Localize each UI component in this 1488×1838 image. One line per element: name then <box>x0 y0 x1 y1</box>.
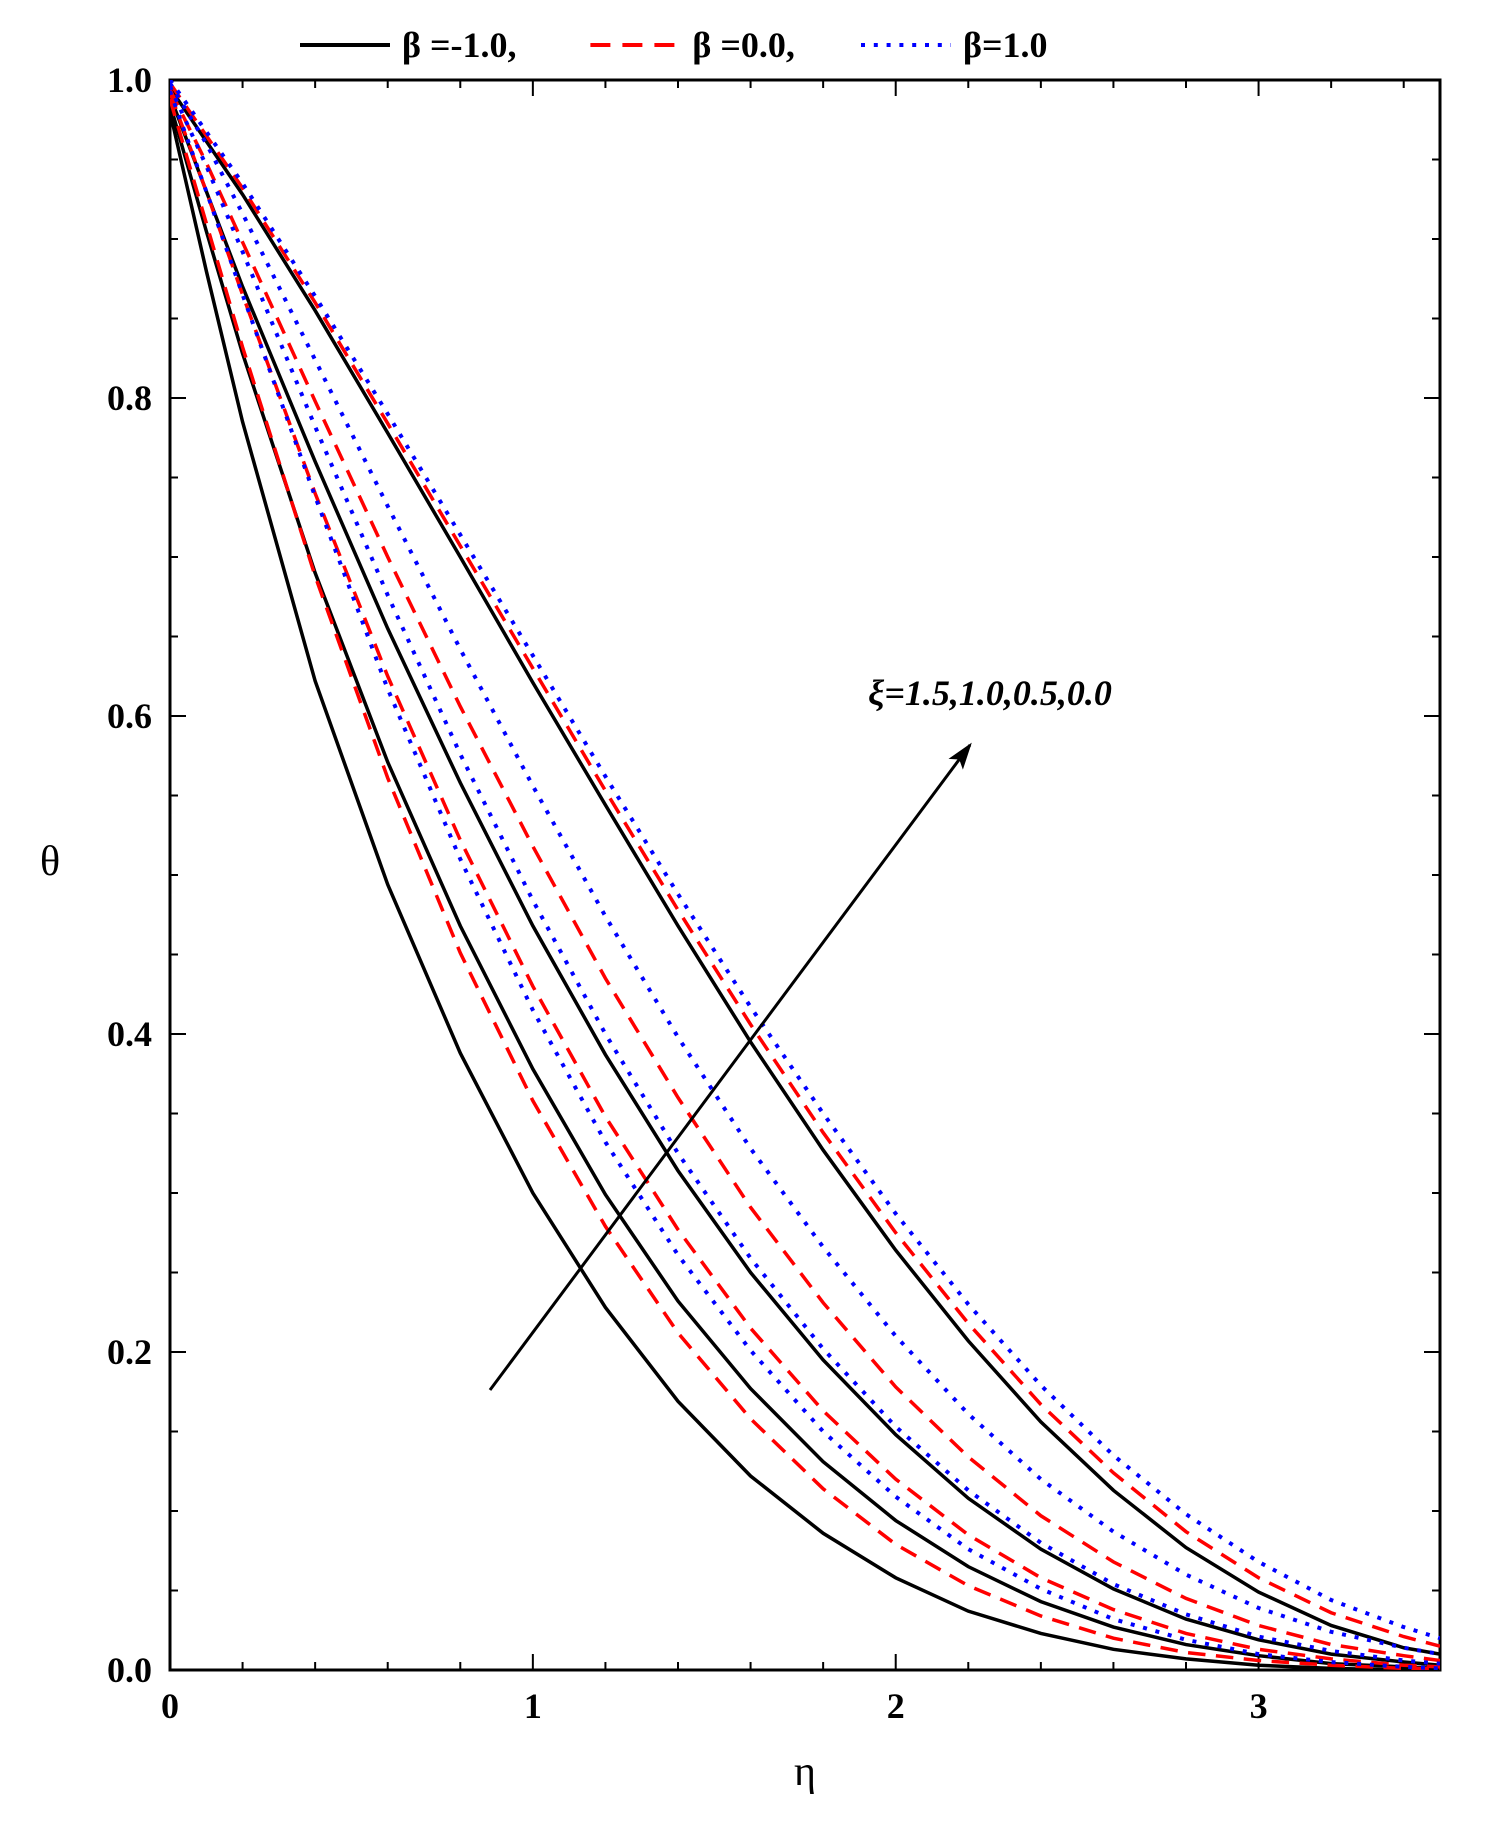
y-axis-label: θ <box>40 839 60 885</box>
series-line <box>170 112 1440 1670</box>
legend-label: β =-1.0, <box>402 25 516 65</box>
series-line <box>170 99 1440 1668</box>
x-tick-label: 0 <box>161 1686 179 1726</box>
series-line <box>170 88 1440 1654</box>
chart-container: 0 1 2 3 η 0.0 0.2 0.4 0.6 0.8 1.0 θ ξ=1.5,1.0,0.5,0.… <box>0 0 1488 1838</box>
x-axis-label: η <box>794 1749 816 1795</box>
series-line <box>170 93 1440 1667</box>
x-tick-label: 1 <box>524 1686 542 1726</box>
series-line <box>170 90 1440 1661</box>
series-line <box>170 83 1440 1654</box>
series-line <box>170 104 1440 1669</box>
annotation-text: ξ=1.5,1.0,0.5,0.0 <box>868 673 1112 713</box>
series-group <box>170 80 1440 1670</box>
series-line <box>170 80 1440 1638</box>
series-line <box>170 86 1440 1663</box>
series-line <box>170 91 1440 1668</box>
x-tick-label: 3 <box>1250 1686 1268 1726</box>
series-line <box>170 96 1440 1665</box>
theta-eta-chart: 0 1 2 3 η 0.0 0.2 0.4 0.6 0.8 1.0 θ ξ=1.5,1.0,0.5,0.… <box>0 0 1488 1838</box>
y-tick-label: 0.2 <box>107 1332 152 1372</box>
y-tick-label: 0.8 <box>107 378 152 418</box>
plot-frame <box>170 80 1440 1670</box>
legend-label: β=1.0 <box>963 25 1047 65</box>
x-tick-label: 2 <box>887 1686 905 1726</box>
y-tick-label: 0.0 <box>107 1650 152 1690</box>
y-tick-label: 0.4 <box>107 1014 152 1054</box>
legend-label: β =0.0, <box>692 25 794 65</box>
y-tick-label: 0.6 <box>107 696 152 736</box>
annotation-arrow <box>490 745 970 1390</box>
y-tick-label: 1.0 <box>107 60 152 100</box>
